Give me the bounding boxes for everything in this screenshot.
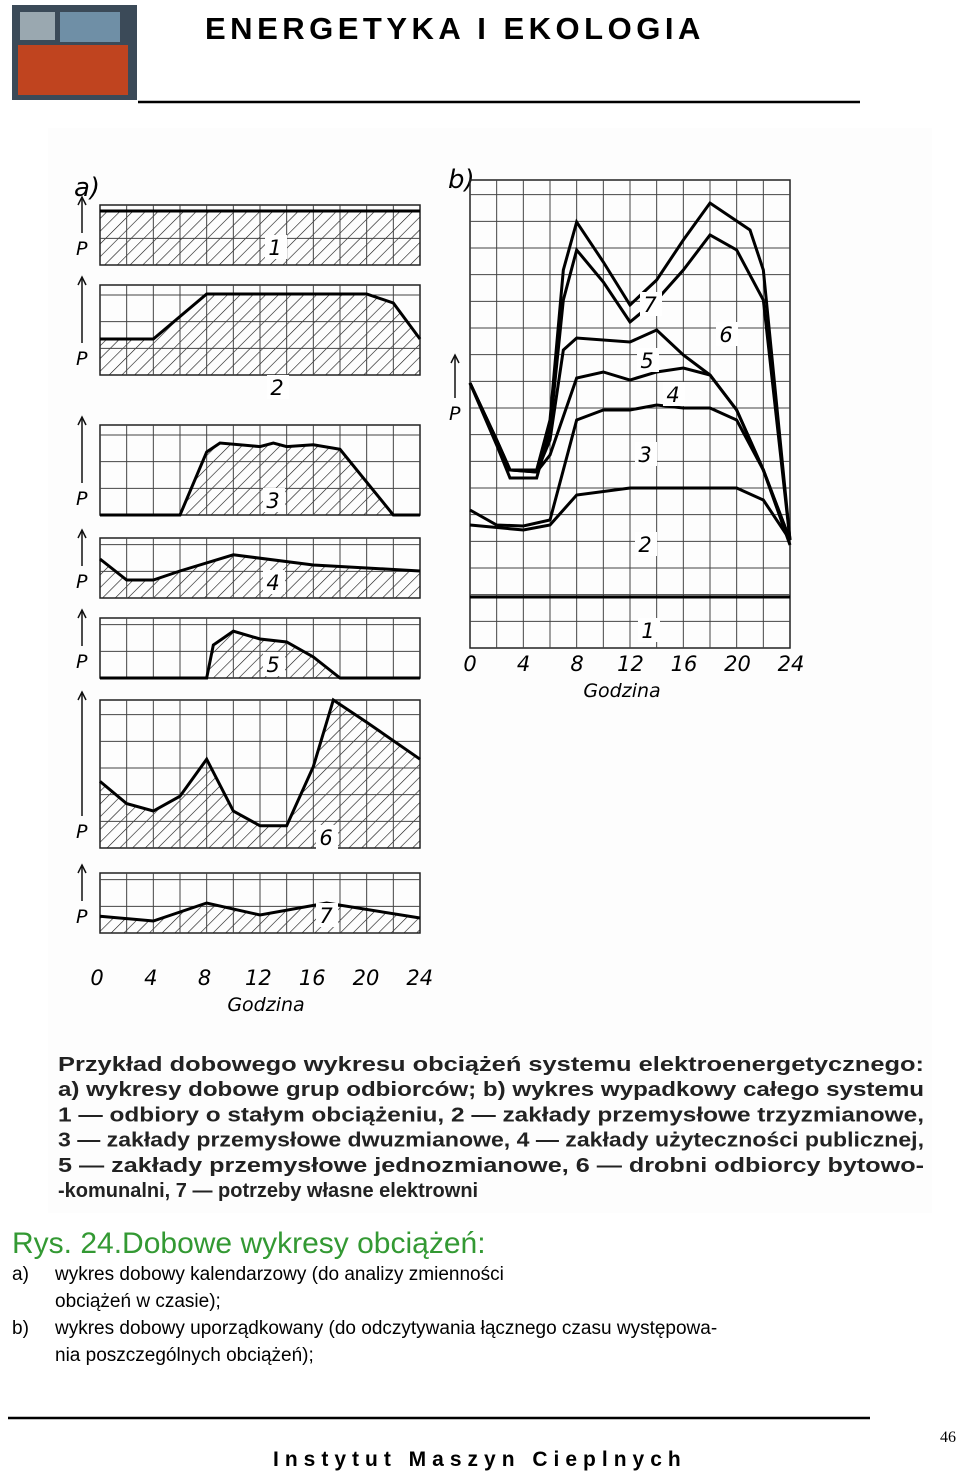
arrow-head xyxy=(77,195,87,206)
caption-line: 5 — zakłady przemysłowe jednozmianowe, 6… xyxy=(58,1155,924,1177)
label-bg xyxy=(637,348,659,372)
x-tick-label: 24 xyxy=(778,652,805,676)
x-tick-label: 20 xyxy=(353,966,380,990)
label-bg xyxy=(316,825,338,849)
load-curve xyxy=(100,629,420,680)
label-bg xyxy=(716,322,738,346)
x-tick-label: 16 xyxy=(671,652,698,676)
load-curve xyxy=(99,901,421,923)
figure-caption: Przykład dobowego wykresu obciążeń syste… xyxy=(58,1054,924,1202)
load-curve xyxy=(99,697,421,828)
panel-label: a) xyxy=(74,173,100,203)
list-line: wykres dobowy kalendarzowy (do analizy z… xyxy=(54,1264,504,1285)
axis-symbol: P xyxy=(76,651,88,673)
curve-label: 2 xyxy=(638,533,651,557)
x-axis-label: Godzina xyxy=(583,680,660,702)
footer-institute: Instytut Maszyn Cieplnych xyxy=(273,1448,687,1471)
label-bg xyxy=(316,903,338,927)
curve-label: 1 xyxy=(268,236,281,260)
label-bg xyxy=(638,618,660,642)
label-bg xyxy=(263,488,285,512)
arrow-head xyxy=(77,608,87,619)
caption-title: Rys. 24.Dobowe wykresy obciążeń: xyxy=(12,1227,486,1260)
label-bg xyxy=(635,532,657,556)
load-curve xyxy=(469,403,792,546)
x-tick-label: 4 xyxy=(517,652,530,676)
arrow-head xyxy=(77,863,87,874)
curve-label: 1 xyxy=(641,619,654,643)
curve-label: 7 xyxy=(319,904,333,928)
list-line: wykres dobowy uporządkowany (do odczytyw… xyxy=(54,1318,717,1339)
list-line: nia poszczególnych obciążeń); xyxy=(55,1345,314,1366)
x-tick-label: 0 xyxy=(90,966,103,990)
arrow-head xyxy=(450,353,460,364)
curve-label: 3 xyxy=(638,443,651,467)
x-tick-label: 8 xyxy=(198,966,211,990)
header-title: ENERGETYKA I EKOLOGIA xyxy=(205,11,705,46)
x-tick-label: 8 xyxy=(570,652,583,676)
caption-line: 1 — odbiory o stałym obciążeniu, 2 — zak… xyxy=(58,1104,924,1126)
load-curve xyxy=(469,486,792,541)
arrow-head xyxy=(77,690,87,701)
list-marker: b) xyxy=(12,1318,29,1339)
curve-label: 5 xyxy=(640,349,653,373)
label-bg xyxy=(663,382,685,406)
logo xyxy=(12,5,137,100)
curve-label: 4 xyxy=(666,383,679,407)
x-tick-label: 16 xyxy=(299,966,326,990)
load-curve xyxy=(99,553,421,582)
label-bg xyxy=(263,652,285,676)
label-bg xyxy=(265,235,287,259)
label-bg xyxy=(635,442,657,466)
load-curve xyxy=(468,233,792,541)
x-axis-label: Godzina xyxy=(227,994,304,1016)
arrow-head xyxy=(77,415,87,426)
axis-symbol: P xyxy=(76,906,88,928)
axis-symbol: P xyxy=(76,821,88,843)
curve-label: 5 xyxy=(266,653,279,677)
caption-list: a) wykres dobowy kalendarzowy (do analizy… xyxy=(12,1264,717,1366)
caption-line: -komunalni, 7 — potrzeby własne elektrow… xyxy=(58,1180,478,1202)
caption-line: a) wykresy dobowe grup odbiorców; b) wyk… xyxy=(58,1079,924,1101)
x-tick-label: 24 xyxy=(406,966,433,990)
arrow-head xyxy=(77,275,87,286)
load-curve xyxy=(100,292,422,341)
label-bg xyxy=(263,570,285,594)
page-number: 46 xyxy=(940,1429,956,1446)
axis-symbol: P xyxy=(76,238,88,260)
list-marker: a) xyxy=(12,1264,29,1285)
curve-label: 7 xyxy=(643,293,657,317)
caption-line: Przykład dobowego wykresu obciążeń syste… xyxy=(58,1054,924,1076)
list-line: obciążeń w czasie); xyxy=(55,1291,221,1312)
curve-label: 2 xyxy=(270,376,283,400)
axis-symbol: P xyxy=(76,348,88,370)
load-curve xyxy=(468,200,792,541)
curve-label: 6 xyxy=(719,323,732,347)
curve-label: 3 xyxy=(266,489,279,513)
label-bg xyxy=(267,375,289,399)
caption-line: 3 — zakłady przemysłowe dwuzmianowe, 4 —… xyxy=(58,1130,924,1152)
curve-label: 6 xyxy=(319,826,332,850)
curve-label: 4 xyxy=(266,571,279,595)
load-curve xyxy=(100,441,420,517)
x-tick-label: 12 xyxy=(617,652,644,676)
x-tick-label: 12 xyxy=(245,966,272,990)
x-tick-label: 20 xyxy=(724,652,751,676)
x-tick-label: 0 xyxy=(463,652,476,676)
label-bg xyxy=(640,292,662,316)
axis-symbol: P xyxy=(76,571,88,593)
x-tick-label: 4 xyxy=(144,966,157,990)
axis-symbol: P xyxy=(76,488,88,510)
arrow-head xyxy=(77,528,87,539)
axis-symbol: P xyxy=(449,403,461,425)
